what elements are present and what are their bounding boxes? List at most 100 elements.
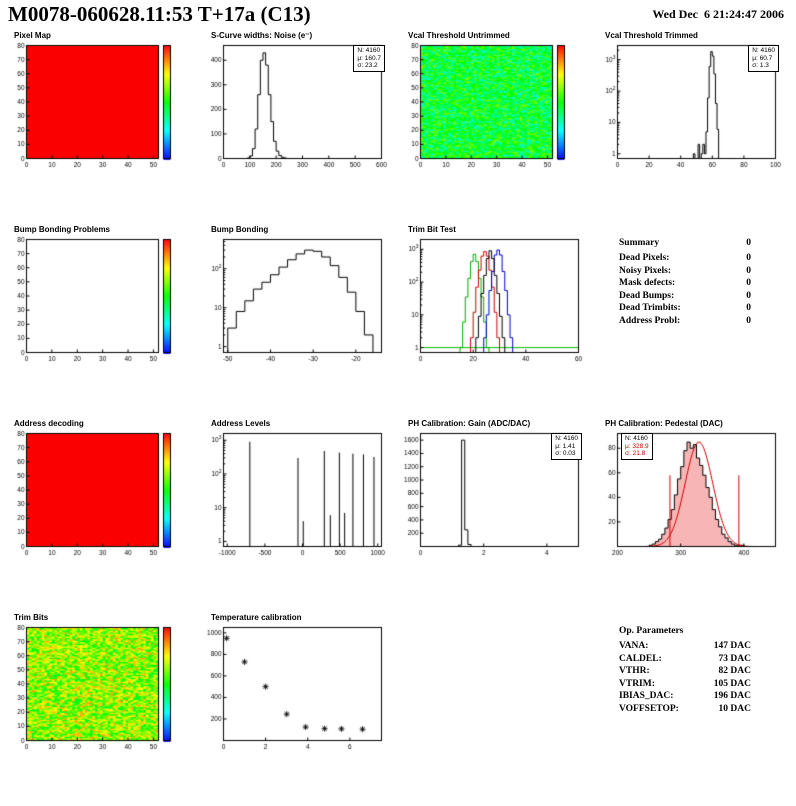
stats-entry: μ: 328.9 <box>625 442 649 450</box>
stats-box: N: 4160 μ: 60.7 σ: 1.3 <box>748 45 779 72</box>
chart-title: Bump Bonding <box>211 225 269 234</box>
panel-ph-calibration-gain: PH Calibration: Gain (ADC/DAC) N: 4160 μ… <box>396 418 593 612</box>
panel-temperature-calibration: Temperature calibration <box>199 612 396 806</box>
summary-row: Noisy Pixels: 0 <box>619 265 751 278</box>
address-levels-chart <box>199 429 389 559</box>
summary-row: Mask defects: 0 <box>619 277 751 290</box>
op-parameters-block: Op. Parameters VANA: 147 DAC CALDEL: 73 … <box>619 626 751 715</box>
stats-box: N: 4160 μ: 328.9 σ: 21.8 <box>621 433 653 460</box>
summary-row: Dead Bumps: 0 <box>619 290 751 303</box>
temperature-calibration-chart <box>199 623 389 753</box>
panel-address-levels: Address Levels <box>199 418 396 612</box>
panel-address-decoding: Address decoding <box>2 418 199 612</box>
plot-grid: Pixel Map S-Curve widths: Noise (e⁻) N: … <box>0 30 796 806</box>
op-parameter-value: 196 DAC <box>713 691 751 701</box>
panel-scurve-noise: S-Curve widths: Noise (e⁻) N: 4160 μ: 16… <box>199 30 396 224</box>
panel-summary: Summary 0 Dead Pixels: 0 Noisy Pixels: 0… <box>593 224 790 418</box>
summary-value: 0 <box>746 303 751 313</box>
chart-title: Trim Bit Test <box>408 225 456 234</box>
stats-entry: μ: 160.7 <box>357 54 381 62</box>
op-parameter-value: 82 DAC <box>718 666 751 676</box>
stats-entry: μ: 60.7 <box>752 54 773 62</box>
page-title: M0078-060628.11:53 T+17a (C13) <box>8 2 311 26</box>
op-parameter-row: VTRIM: 105 DAC <box>619 678 751 691</box>
chart-title: Vcal Threshold Untrimmed <box>408 31 510 40</box>
summary-label: Mask defects: <box>619 278 676 288</box>
summary-block: Summary 0 Dead Pixels: 0 Noisy Pixels: 0… <box>619 238 751 327</box>
summary-label: Address Probl: <box>619 315 681 326</box>
summary-row: Dead Trimbits: 0 <box>619 302 751 315</box>
stats-entry: σ: 21.8 <box>625 450 646 457</box>
chart-title: PH Calibration: Gain (ADC/DAC) <box>408 419 531 428</box>
stats-entry: σ: 23.2 <box>357 62 378 69</box>
stats-box: N: 4160 μ: 160.7 σ: 23.2 <box>353 45 385 72</box>
chart-title: Temperature calibration <box>211 613 302 622</box>
stats-entry: N: 4160 <box>357 47 381 54</box>
summary-value: 0 <box>746 290 751 301</box>
panel-ph-calibration-pedestal: PH Calibration: Pedestal (DAC) N: 4160 μ… <box>593 418 790 612</box>
panel-trim-bits: Trim Bits <box>2 612 199 806</box>
summary-label: Dead Pixels: <box>619 253 670 263</box>
panel-bump-bonding: Bump Bonding <box>199 224 396 418</box>
panel-vcal-threshold-trimmed: Vcal Threshold Trimmed N: 4160 μ: 60.7 σ… <box>593 30 790 224</box>
chart-title: Vcal Threshold Trimmed <box>605 31 698 40</box>
op-parameter-value: 105 DAC <box>713 678 751 689</box>
op-parameter-value: 10 DAC <box>718 703 751 714</box>
vcal-threshold-untrimmed-chart <box>396 41 586 171</box>
chart-title: PH Calibration: Pedestal (DAC) <box>605 419 723 428</box>
op-parameters-title-row: Op. Parameters <box>619 626 751 636</box>
stats-entry: N: 4160 <box>752 47 775 54</box>
op-parameter-row: CALDEL: 73 DAC <box>619 653 751 666</box>
summary-value: 0 <box>746 265 751 276</box>
chart-title: Address decoding <box>14 419 84 428</box>
empty-cell <box>396 612 593 806</box>
op-parameter-label: IBIAS_DAC: <box>619 691 674 701</box>
panel-pixel-map: Pixel Map <box>2 30 199 224</box>
stats-box: N: 4160 μ: 1.41 σ: 0.03 <box>551 433 582 460</box>
op-parameter-value: 147 DAC <box>713 641 751 651</box>
pixel-map-chart <box>2 41 192 171</box>
trim-bit-test-chart <box>396 235 586 365</box>
op-parameter-label: VOFFSETOP: <box>619 703 679 714</box>
op-parameter-row: VANA: 147 DAC <box>619 640 751 653</box>
summary-title-row: Summary 0 <box>619 238 751 248</box>
bump-bonding-chart <box>199 235 389 365</box>
report-header: M0078-060628.11:53 T+17a (C13) Wed Dec 6… <box>0 0 796 30</box>
chart-title: S-Curve widths: Noise (e⁻) <box>211 31 313 40</box>
stats-entry: σ: 1.3 <box>752 62 769 69</box>
panel-bump-bonding-problems: Bump Bonding Problems <box>2 224 199 418</box>
summary-title: Summary <box>619 238 660 248</box>
address-decoding-chart <box>2 429 192 559</box>
stats-entry: μ: 1.41 <box>555 442 576 450</box>
op-parameter-value: 73 DAC <box>718 653 751 664</box>
chart-title: Bump Bonding Problems <box>14 225 110 234</box>
op-parameter-label: VTRIM: <box>619 678 655 689</box>
panel-trim-bit-test: Trim Bit Test <box>396 224 593 418</box>
summary-value: 0 <box>746 278 751 288</box>
stats-entry: N: 4160 <box>555 435 578 442</box>
timestamp: Wed Dec 6 21:24:47 2006 <box>652 7 784 21</box>
chart-title: Trim Bits <box>14 613 49 622</box>
op-parameter-label: VANA: <box>619 641 649 651</box>
stats-entry: N: 4160 <box>625 435 648 442</box>
op-parameter-row: IBIAS_DAC: 196 DAC <box>619 690 751 703</box>
stats-entry: σ: 0.03 <box>555 450 576 457</box>
op-parameters-title: Op. Parameters <box>619 626 684 636</box>
chart-title: Pixel Map <box>14 31 51 40</box>
summary-row: Address Probl: 0 <box>619 315 751 328</box>
summary-label: Dead Trimbits: <box>619 303 681 313</box>
summary-value: 0 <box>746 315 751 326</box>
summary-label: Noisy Pixels: <box>619 265 671 276</box>
bump-bonding-problems-chart <box>2 235 192 365</box>
op-parameter-label: VTHR: <box>619 666 650 676</box>
summary-row: Dead Pixels: 0 <box>619 252 751 265</box>
op-parameter-row: VTHR: 82 DAC <box>619 665 751 678</box>
op-parameter-label: CALDEL: <box>619 653 662 664</box>
summary-value: 0 <box>746 253 751 263</box>
panel-vcal-threshold-untrimmed: Vcal Threshold Untrimmed <box>396 30 593 224</box>
summary-total: 0 <box>746 238 751 248</box>
op-parameter-row: VOFFSETOP: 10 DAC <box>619 703 751 716</box>
chart-title: Address Levels <box>211 419 271 428</box>
trim-bits-chart <box>2 623 192 753</box>
summary-label: Dead Bumps: <box>619 290 675 301</box>
